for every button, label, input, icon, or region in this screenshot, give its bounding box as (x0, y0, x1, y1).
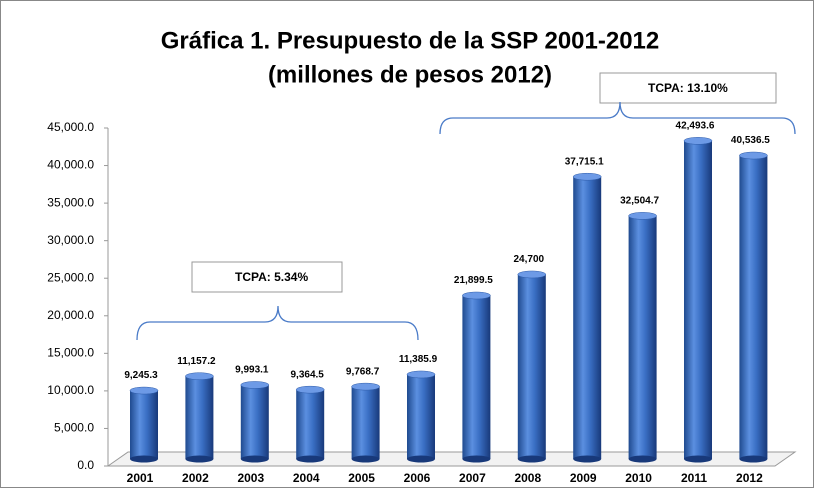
x-tick-label: 2005 (348, 471, 375, 485)
bar-cap (240, 381, 270, 389)
bar (185, 376, 214, 459)
x-tick-label: 2003 (237, 471, 264, 485)
bar-base (130, 455, 158, 463)
y-tick-label: 40,000.0 (47, 158, 94, 172)
bar (573, 176, 602, 459)
x-tick-label: 2011 (681, 471, 707, 485)
x-tick-label: 2001 (127, 471, 154, 485)
x-tick-label: 2012 (736, 471, 763, 485)
bar-cap (295, 385, 325, 394)
bar-cap (129, 386, 159, 395)
bar (462, 295, 491, 459)
bar (407, 374, 435, 459)
data-label: 24,700 (514, 254, 545, 265)
annotation: TCPA: 13.10% (648, 81, 728, 95)
bar-base (573, 455, 602, 463)
bar-base (517, 455, 546, 463)
annotation-box (599, 72, 777, 104)
bar-base (462, 455, 491, 463)
floor (106, 451, 797, 467)
x-tick-label: 2010 (625, 471, 652, 485)
bar (130, 390, 158, 459)
bar (739, 155, 768, 459)
bar (517, 274, 546, 459)
y-tick-label: 0.0 (77, 458, 94, 472)
bar-cap (406, 370, 436, 379)
y-tick-label: 25,000.0 (47, 270, 94, 284)
data-label: 11,385.9 (399, 354, 438, 365)
brace (439, 101, 796, 135)
bar-base (351, 455, 380, 463)
bar-base (240, 455, 269, 463)
data-label: 21,899.5 (454, 275, 493, 286)
bar-base (684, 455, 712, 463)
y-tick-label: 45,000.0 (47, 120, 94, 134)
brace (136, 305, 419, 341)
x-tick-label: 2004 (293, 471, 320, 485)
bar-cap (462, 291, 491, 300)
chart-subtitle: (millones de pesos 2012) (268, 61, 552, 88)
x-tick-label: 2007 (459, 471, 486, 485)
data-label: 11,157.2 (177, 356, 216, 367)
y-tick-label: 10,000.0 (47, 383, 94, 397)
bar-cap (572, 172, 602, 181)
bar-base (296, 455, 325, 463)
y-tick-label: 35,000.0 (47, 195, 94, 209)
bar-cap (185, 372, 214, 380)
bar (628, 215, 657, 459)
x-tick-label: 2002 (182, 471, 209, 485)
x-tick-label: 2008 (514, 471, 541, 485)
y-tick-label: 15,000.0 (47, 346, 94, 360)
bar-cap (683, 137, 713, 145)
chart-title: Gráfica 1. Presupuesto de la SSP 2001-20… (161, 27, 660, 54)
bar-base (628, 455, 657, 463)
bar (351, 386, 380, 459)
bar-cap (739, 151, 768, 160)
bar-cap (351, 382, 380, 391)
y-tick-label: 30,000.0 (47, 233, 94, 247)
data-label: 42,493.6 (676, 120, 715, 131)
data-label: 9,768.7 (346, 366, 380, 377)
bar-cap (628, 212, 657, 220)
data-label: 9,993.1 (235, 365, 269, 376)
y-tick-label: 20,000.0 (47, 308, 94, 322)
data-label: 9,364.5 (291, 369, 325, 380)
bar (684, 140, 712, 459)
bar-base (739, 455, 768, 463)
data-label: 9,245.3 (124, 370, 158, 381)
bar (296, 389, 325, 459)
y-tick-label: 5,000.0 (54, 421, 94, 435)
x-tick-label: 2006 (404, 471, 431, 485)
bar-base (185, 455, 214, 463)
data-label: 40,536.5 (731, 135, 770, 146)
data-label: 32,504.7 (620, 195, 659, 206)
bar (240, 384, 269, 459)
annotation: TCPA: 5.34% (235, 270, 308, 284)
x-tick-label: 2009 (570, 471, 597, 485)
bar-base (407, 455, 435, 463)
data-label: 37,715.1 (565, 156, 604, 167)
annotation-box (191, 261, 343, 293)
bar-cap (517, 270, 547, 279)
